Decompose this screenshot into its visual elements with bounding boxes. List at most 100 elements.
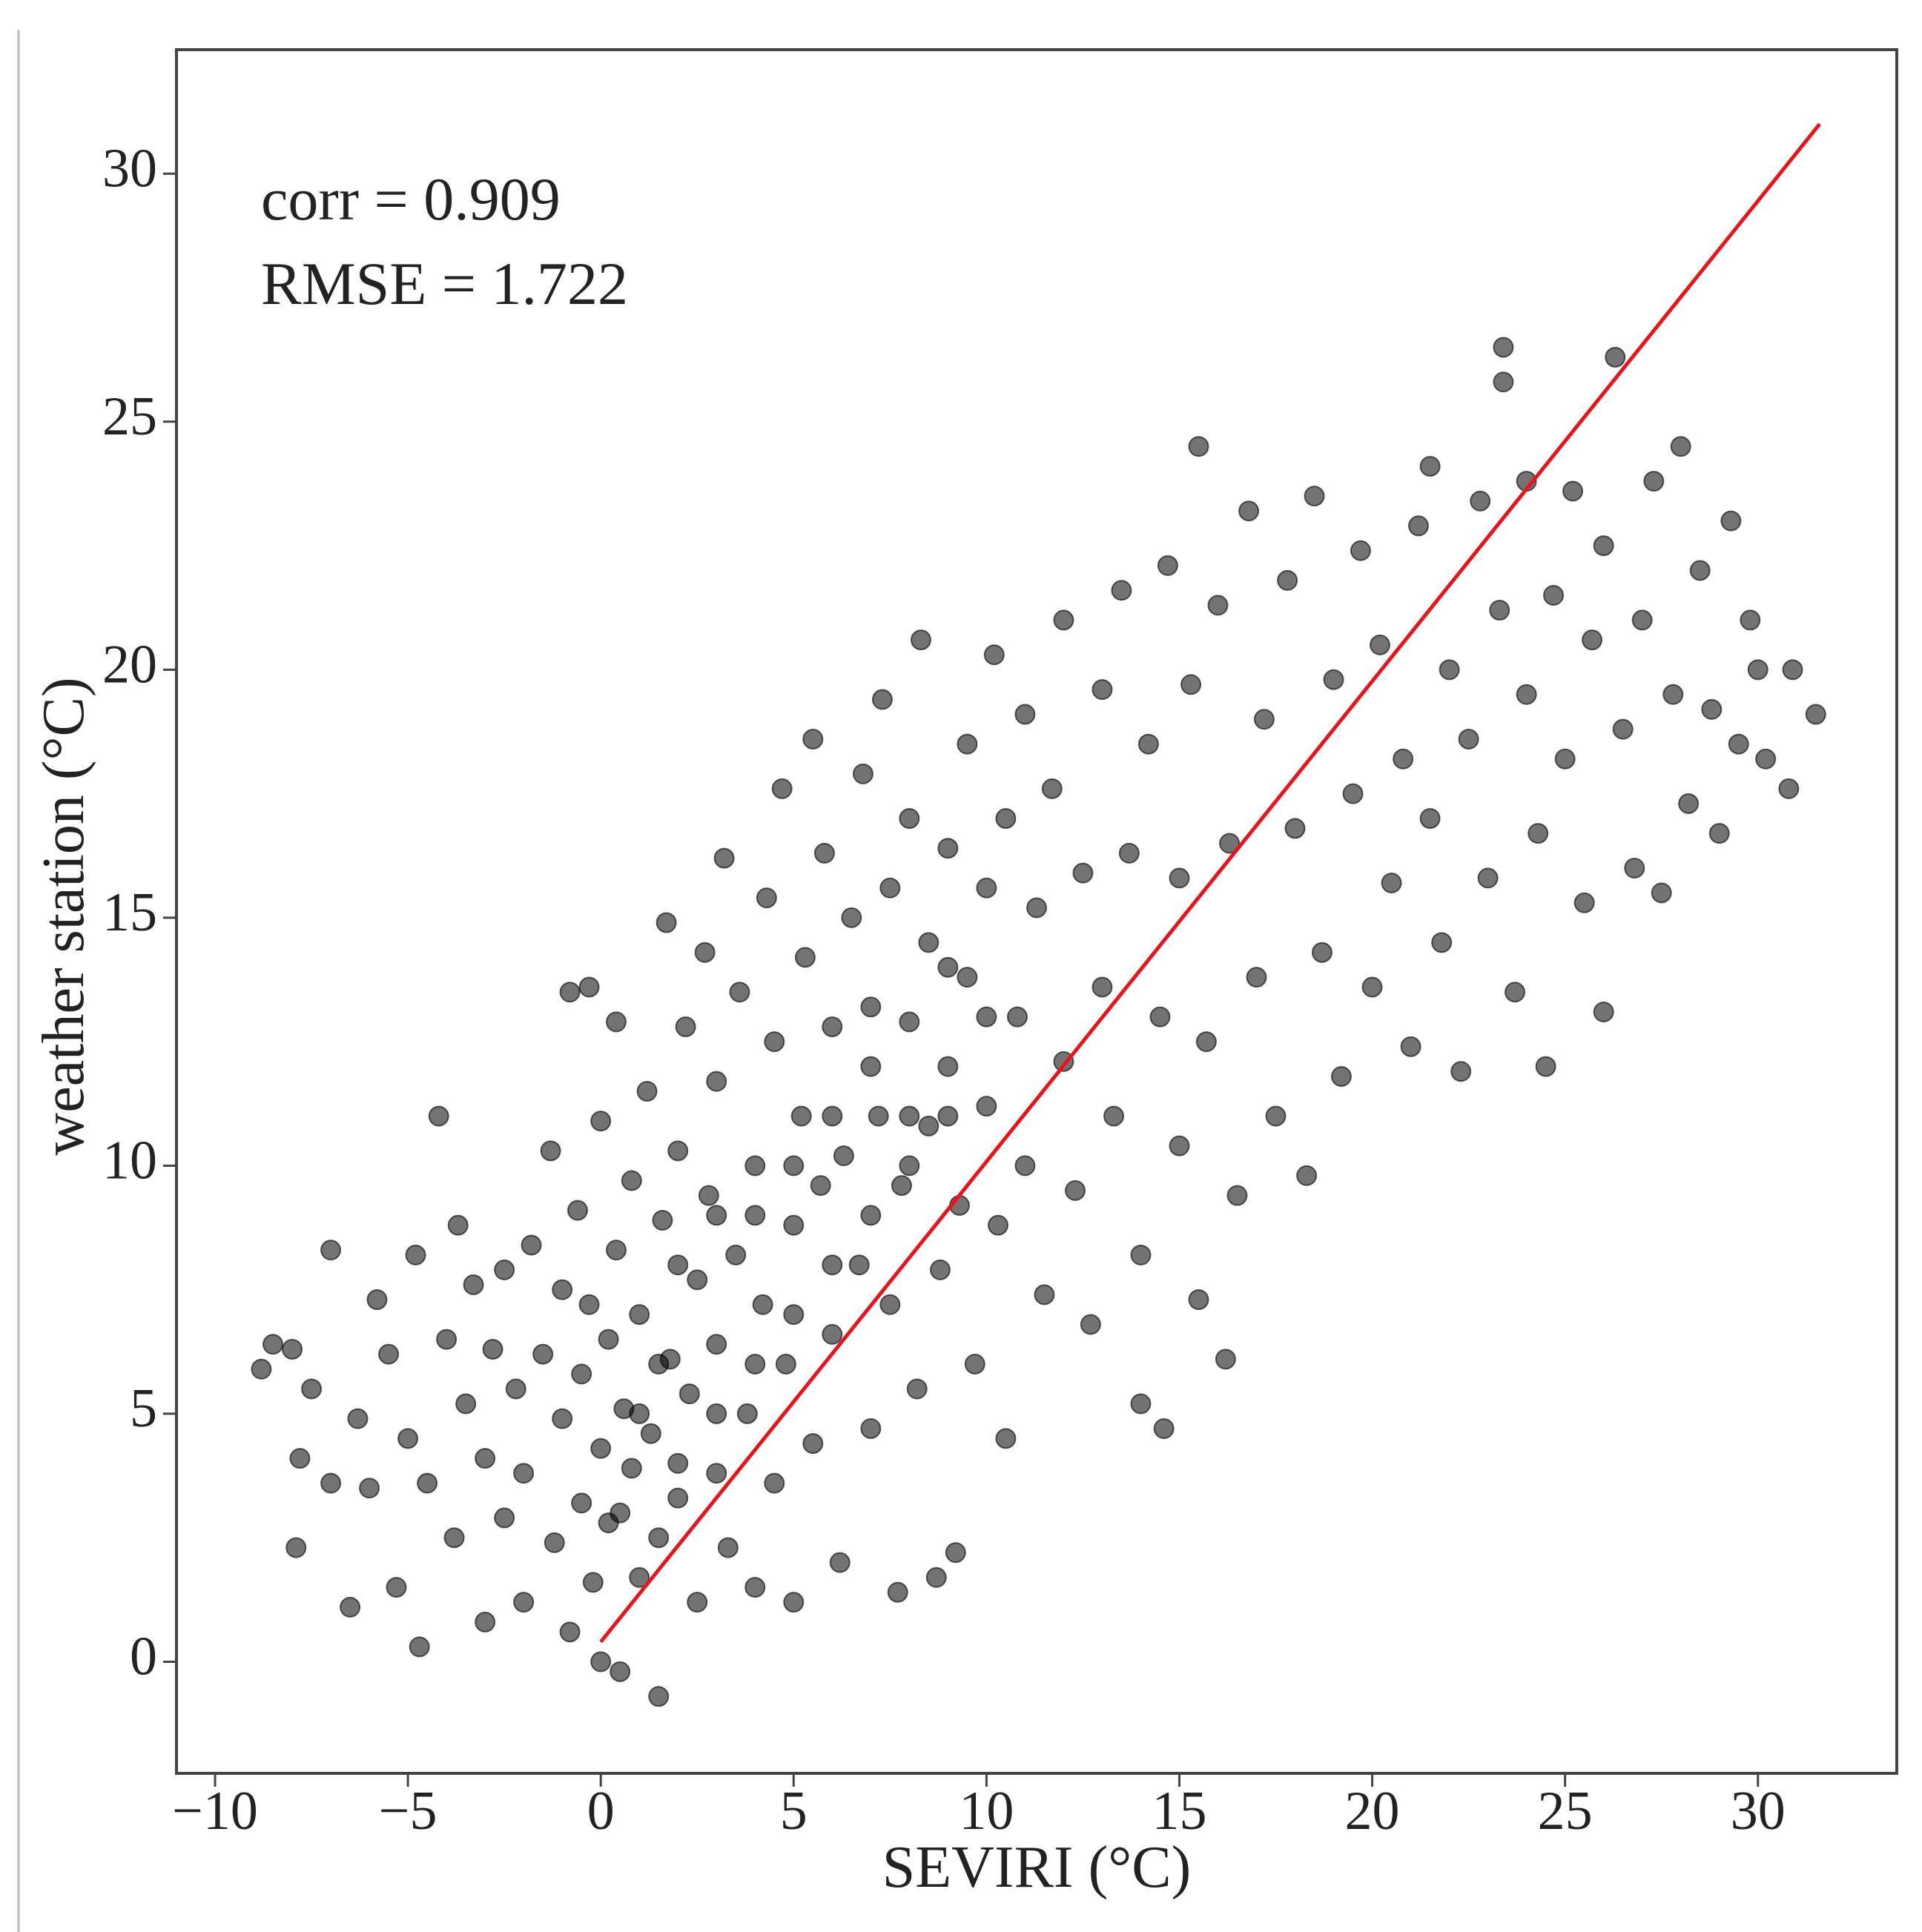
- point: [567, 1200, 588, 1221]
- point: [1400, 1036, 1421, 1057]
- point: [937, 1105, 959, 1127]
- point: [783, 1592, 805, 1613]
- point: [678, 1383, 700, 1405]
- x-axis-label: SEVIRI (°C): [882, 1835, 1191, 1900]
- point: [957, 733, 978, 755]
- point: [1528, 823, 1549, 844]
- point: [559, 1621, 581, 1643]
- point: [860, 1418, 882, 1439]
- point: [1782, 659, 1803, 681]
- point: [1369, 634, 1390, 655]
- point: [1034, 1284, 1055, 1306]
- point: [706, 1463, 727, 1484]
- point: [1470, 490, 1491, 512]
- point: [822, 1254, 843, 1276]
- point: [1516, 684, 1537, 705]
- point: [571, 1492, 592, 1514]
- point: [995, 1428, 1017, 1449]
- point: [1493, 371, 1514, 393]
- point: [964, 1354, 985, 1375]
- point: [771, 778, 793, 799]
- point: [744, 1205, 766, 1226]
- point: [1342, 783, 1364, 804]
- point: [1014, 1155, 1036, 1177]
- point: [833, 1145, 854, 1167]
- point: [1740, 609, 1761, 631]
- point: [764, 1031, 785, 1053]
- point: [706, 1403, 727, 1424]
- point: [1573, 892, 1595, 913]
- point: [1130, 1393, 1152, 1415]
- point: [995, 808, 1017, 830]
- x-tick-label: −5: [379, 1781, 437, 1842]
- point: [822, 1016, 843, 1038]
- point: [725, 1244, 747, 1266]
- point: [436, 1329, 458, 1350]
- point: [1169, 867, 1190, 889]
- point: [829, 1552, 851, 1573]
- point: [860, 1205, 882, 1226]
- point: [262, 1334, 284, 1355]
- y-axis-label: weather station (°C): [31, 677, 96, 1155]
- point: [667, 1254, 689, 1276]
- point: [1284, 818, 1306, 839]
- point: [1092, 679, 1113, 701]
- point: [463, 1274, 484, 1295]
- point: [1014, 704, 1036, 725]
- point: [1169, 1135, 1190, 1157]
- point: [1535, 1056, 1556, 1077]
- point: [868, 1105, 889, 1127]
- point: [590, 1651, 612, 1673]
- y-tick-label: 0: [130, 1626, 157, 1687]
- point: [810, 1175, 831, 1197]
- point: [744, 1354, 766, 1375]
- point: [621, 1458, 642, 1479]
- point: [409, 1636, 430, 1658]
- point: [1450, 1061, 1472, 1082]
- point: [455, 1393, 477, 1415]
- point: [706, 1205, 727, 1226]
- point: [983, 644, 1005, 666]
- point: [544, 1532, 565, 1553]
- point: [494, 1507, 515, 1529]
- x-tick-label: −10: [172, 1781, 258, 1842]
- point: [910, 629, 931, 651]
- point: [957, 967, 978, 988]
- point: [879, 877, 901, 899]
- point: [251, 1358, 272, 1380]
- point: [443, 1527, 465, 1549]
- point: [1419, 456, 1441, 477]
- point: [694, 942, 716, 963]
- point: [494, 1259, 515, 1280]
- point: [340, 1596, 361, 1618]
- point: [610, 1661, 631, 1682]
- point: [764, 1472, 785, 1494]
- point: [687, 1592, 708, 1613]
- point: [1624, 857, 1645, 879]
- point: [320, 1472, 342, 1494]
- point: [783, 1155, 805, 1177]
- point: [1195, 1031, 1217, 1053]
- point: [1651, 882, 1672, 904]
- point: [386, 1577, 407, 1598]
- point: [347, 1408, 369, 1429]
- point: [1072, 862, 1094, 884]
- y-tick-label: 30: [102, 138, 157, 199]
- point: [1720, 510, 1742, 532]
- point: [744, 1577, 766, 1598]
- point: [320, 1240, 342, 1261]
- point: [1246, 967, 1267, 988]
- y-tick-label: 20: [102, 634, 157, 695]
- point: [513, 1463, 535, 1484]
- point: [1701, 698, 1723, 720]
- point: [841, 907, 862, 928]
- point: [598, 1329, 619, 1350]
- point: [1505, 982, 1526, 1003]
- fit-line: [599, 122, 1821, 1644]
- point: [629, 1567, 650, 1588]
- point: [428, 1105, 449, 1127]
- point: [397, 1428, 419, 1449]
- point: [648, 1527, 670, 1549]
- point: [887, 1581, 908, 1603]
- point: [736, 1403, 758, 1424]
